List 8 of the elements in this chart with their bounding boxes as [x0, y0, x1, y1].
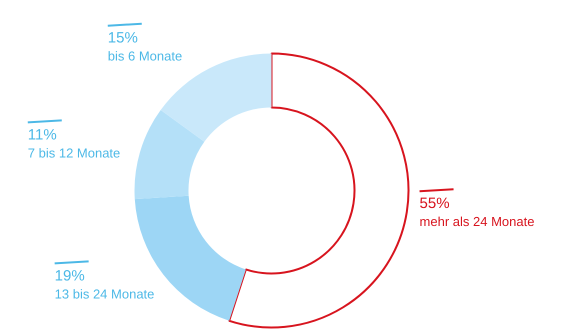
data-label: 11%	[28, 126, 57, 144]
slice-label: 7 bis 12 Monate	[28, 145, 120, 160]
data-label: 15%	[108, 30, 138, 47]
slice-label: 13 bis 24 Monate	[54, 286, 154, 302]
slice-label: mehr als 24 Monate	[420, 214, 534, 230]
data-label: 19%	[54, 267, 85, 284]
data-label: 55%	[420, 195, 450, 212]
slice-label: bis 6 Monate	[108, 48, 182, 64]
